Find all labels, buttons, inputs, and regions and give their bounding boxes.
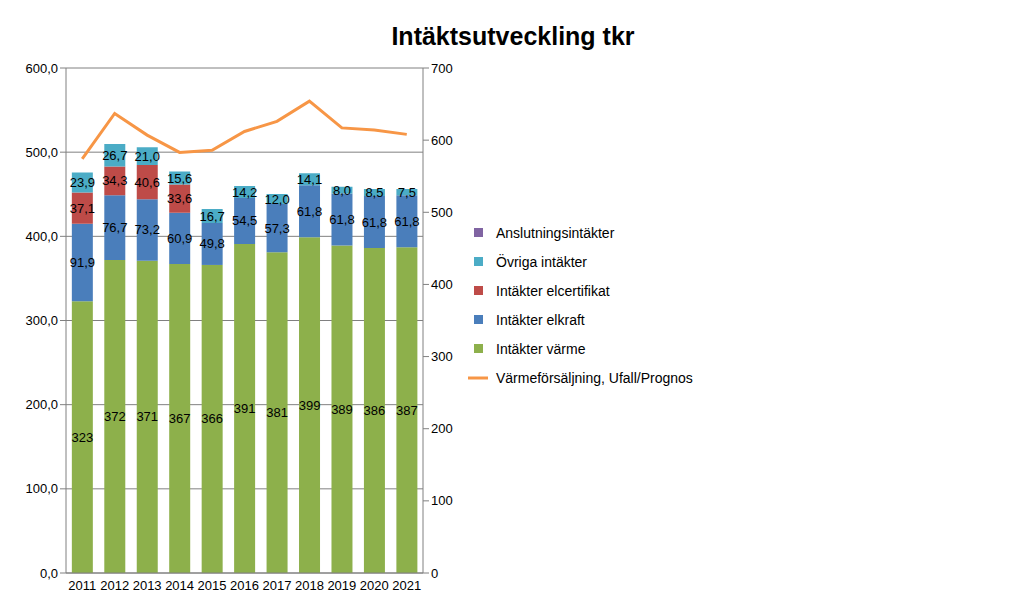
- svg-text:26,7: 26,7: [102, 148, 127, 163]
- html-text:Övriga intäkter: Övriga intäkter: [496, 254, 587, 270]
- svg-text:600,0: 600,0: [25, 61, 58, 76]
- svg-text:100,0: 100,0: [25, 481, 58, 496]
- html-text:Intäkter värme: Intäkter värme: [496, 341, 586, 357]
- svg-text:91,9: 91,9: [70, 255, 95, 270]
- svg-text:386: 386: [364, 403, 386, 418]
- svg-text:2016: 2016: [230, 578, 259, 593]
- svg-text:61,8: 61,8: [297, 204, 322, 219]
- svg-text:200,0: 200,0: [25, 397, 58, 412]
- svg-text:200: 200: [431, 421, 453, 436]
- svg-text:2014: 2014: [165, 578, 194, 593]
- svg-text:100: 100: [431, 493, 453, 508]
- svg-text:49,8: 49,8: [200, 236, 225, 251]
- svg-text:73,2: 73,2: [135, 222, 160, 237]
- svg-text:12,0: 12,0: [264, 192, 289, 207]
- svg-text:323: 323: [71, 430, 93, 445]
- svg-text:21,0: 21,0: [135, 149, 160, 164]
- svg-text:400,0: 400,0: [25, 229, 58, 244]
- svg-text:7,5: 7,5: [398, 185, 416, 200]
- svg-text:8,5: 8,5: [365, 185, 383, 200]
- svg-text:0,0: 0,0: [40, 566, 58, 581]
- svg-text:15,6: 15,6: [167, 171, 192, 186]
- svg-text:8,0: 8,0: [333, 183, 351, 198]
- svg-text:700: 700: [431, 61, 453, 76]
- svg-text:2012: 2012: [100, 578, 129, 593]
- svg-text:33,6: 33,6: [167, 191, 192, 206]
- svg-text:37,1: 37,1: [70, 201, 95, 216]
- svg-text:381: 381: [266, 405, 288, 420]
- svg-text:14,1: 14,1: [297, 172, 322, 187]
- svg-text:367: 367: [169, 411, 191, 426]
- svg-text:387: 387: [396, 403, 418, 418]
- svg-text:500: 500: [431, 205, 453, 220]
- html-text:Intäkter elcertifikat: Intäkter elcertifikat: [496, 283, 610, 299]
- svg-text:76,7: 76,7: [102, 220, 127, 235]
- svg-text:391: 391: [234, 401, 256, 416]
- html-text:Värmeförsäljning, Ufall/Progno: Värmeförsäljning, Ufall/Prognos: [496, 370, 693, 386]
- html-text:Anslutningsintäkter: Anslutningsintäkter: [496, 225, 615, 241]
- svg-text:300,0: 300,0: [25, 313, 58, 328]
- svg-text:600: 600: [431, 133, 453, 148]
- svg-text:2011: 2011: [68, 578, 96, 593]
- svg-text:16,7: 16,7: [200, 209, 225, 224]
- svg-text:2020: 2020: [360, 578, 389, 593]
- svg-text:2015: 2015: [198, 578, 227, 593]
- svg-text:2019: 2019: [327, 578, 356, 593]
- svg-text:2013: 2013: [133, 578, 162, 593]
- svg-text:61,8: 61,8: [329, 212, 354, 227]
- svg-text:372: 372: [104, 409, 126, 424]
- html-text:Intäktsutveckling tkr: Intäktsutveckling tkr: [391, 22, 635, 50]
- svg-text:61,8: 61,8: [394, 214, 419, 229]
- html-text:Intäkter elkraft: Intäkter elkraft: [496, 312, 585, 328]
- svg-text:400: 400: [431, 277, 453, 292]
- svg-text:54,5: 54,5: [232, 213, 257, 228]
- svg-text:14,2: 14,2: [232, 185, 257, 200]
- svg-text:2021: 2021: [392, 578, 421, 593]
- svg-text:0: 0: [431, 566, 438, 581]
- svg-text:371: 371: [136, 409, 158, 424]
- svg-text:300: 300: [431, 349, 453, 364]
- svg-text:500,0: 500,0: [25, 145, 58, 160]
- svg-text:399: 399: [299, 398, 321, 413]
- svg-text:60,9: 60,9: [167, 231, 192, 246]
- svg-text:57,3: 57,3: [264, 221, 289, 236]
- svg-text:2017: 2017: [262, 578, 291, 593]
- svg-text:40,6: 40,6: [135, 175, 160, 190]
- svg-text:23,9: 23,9: [70, 175, 95, 190]
- svg-text:2018: 2018: [295, 578, 324, 593]
- svg-text:61,8: 61,8: [362, 215, 387, 230]
- svg-text:389: 389: [331, 402, 353, 417]
- svg-text:34,3: 34,3: [102, 173, 127, 188]
- svg-text:366: 366: [201, 411, 223, 426]
